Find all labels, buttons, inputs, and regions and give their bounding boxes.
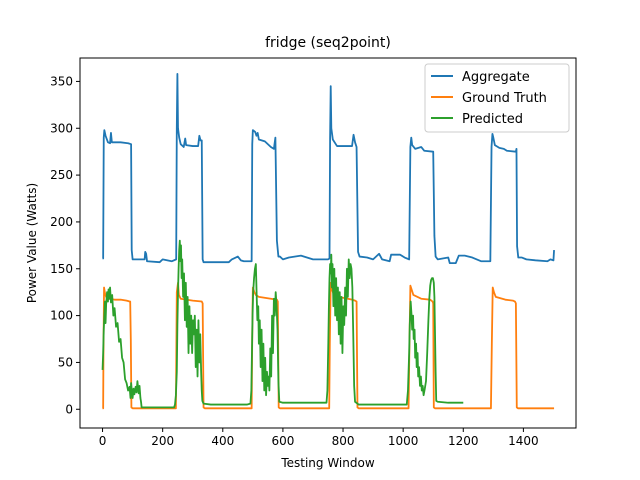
x-tick-label: 1200: [448, 434, 479, 448]
y-axis: 0 50 100 150 200 250 300 350: [50, 74, 80, 416]
x-tick-label: 1400: [508, 434, 539, 448]
legend-box: [424, 63, 570, 133]
x-axis: 0 200 400 600 800 1000 1200 1400: [99, 428, 539, 448]
y-tick-label: 350: [50, 74, 73, 88]
x-tick-label: 400: [211, 434, 234, 448]
y-tick-label: 0: [65, 402, 73, 416]
legend: Aggregate Ground Truth Predicted: [424, 63, 570, 133]
chart-title: fridge (seq2point): [265, 35, 391, 51]
series-layer: [101, 73, 555, 410]
y-tick-label: 200: [50, 215, 73, 229]
y-tick-label: 250: [50, 168, 73, 182]
x-tick-label: 600: [271, 434, 294, 448]
legend-label-predicted: Predicted: [462, 112, 523, 127]
x-tick-label: 0: [99, 434, 107, 448]
y-tick-label: 50: [58, 355, 73, 369]
legend-label-aggregate: Aggregate: [462, 70, 530, 85]
series-line-aggregate: [102, 73, 555, 265]
y-axis-label: Power Value (Watts): [25, 183, 39, 303]
y-tick-label: 300: [50, 121, 73, 135]
x-tick-label: 200: [151, 434, 174, 448]
series-line-predicted: [101, 239, 464, 409]
legend-label-ground-truth: Ground Truth: [462, 91, 547, 106]
x-axis-label: Testing Window: [280, 456, 375, 470]
x-tick-label: 800: [332, 434, 355, 448]
series-line-ground-truth: [102, 281, 555, 410]
x-tick-label: 1000: [388, 434, 419, 448]
y-tick-label: 150: [50, 262, 73, 276]
plot-frame: [79, 57, 577, 429]
y-tick-label: 100: [50, 309, 73, 323]
